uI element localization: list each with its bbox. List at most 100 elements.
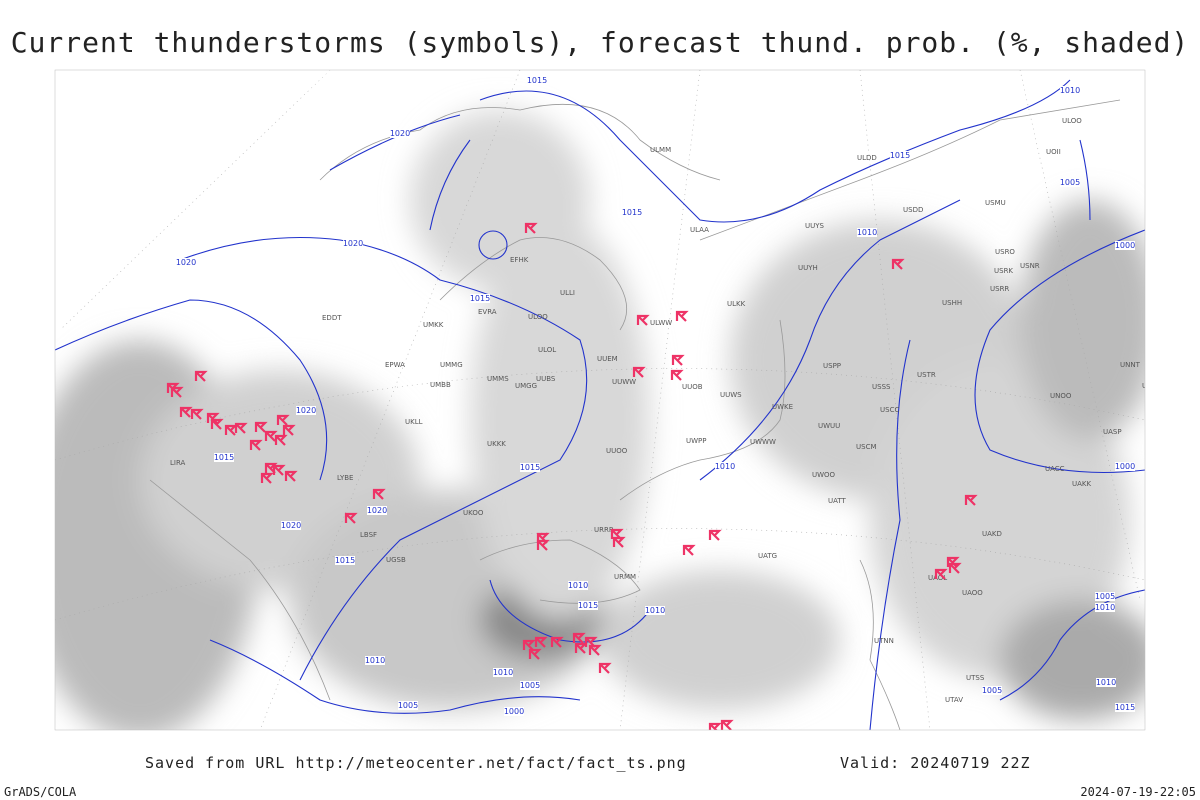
thunderstorm-symbol [708, 722, 722, 730]
thunderstorm-symbol [170, 386, 184, 398]
isobar-label-bg [622, 208, 642, 217]
isobar-label: 1005 [1060, 178, 1080, 187]
thunderstorm-symbol [528, 648, 542, 660]
isobar-label-bg [1095, 603, 1115, 612]
thunderstorm-symbol [671, 354, 685, 366]
isobar-label-bg [296, 406, 316, 415]
thunderstorm-symbol [372, 488, 386, 500]
station-label: ULOO [528, 313, 548, 321]
isobar-label: 1010 [493, 668, 513, 677]
thunderstorm-symbol [260, 472, 274, 484]
map-frame [54, 69, 1146, 731]
station-label: UAOO [962, 589, 983, 597]
isobar-label: 1005 [1095, 592, 1115, 601]
station-label: UWOO [812, 471, 836, 479]
thunderstorm-symbol [190, 408, 204, 420]
thunderstorm-symbol [574, 642, 588, 654]
station-label: UWUU [818, 422, 840, 430]
isobar-label: 1020 [176, 258, 196, 267]
thunderstorm-symbol [632, 366, 646, 378]
station-label: USCC [880, 406, 899, 414]
isobar-label-bg [470, 294, 490, 303]
isobar-label-bg [578, 601, 598, 610]
isobar-label-bg [890, 151, 910, 160]
station-label: USNR [1020, 262, 1040, 270]
isobar-label: 1020 [281, 521, 301, 530]
station-label: LIRA [170, 459, 186, 467]
isobar-label-bg [493, 668, 513, 677]
thunderstorm-symbol [272, 464, 286, 476]
thunderstorm-symbol [946, 556, 960, 568]
thunderstorm-symbol [636, 314, 650, 326]
thunderstorm-symbol [534, 636, 548, 648]
isobar-label: 1015 [890, 151, 910, 160]
station-label: UASP [1103, 428, 1122, 436]
station-label: ULKK [727, 300, 746, 308]
isobar-label: 1000 [1115, 462, 1135, 471]
thunderstorm-symbol [284, 470, 298, 482]
isobar-label-bg [1095, 592, 1115, 601]
station-label: ULOO [1062, 117, 1082, 125]
thunderstorm-symbol [708, 529, 722, 541]
thunderstorm-symbol [550, 636, 564, 648]
thunderstorm-symbol [282, 424, 296, 436]
thunderstorm-symbol [675, 310, 689, 322]
isobar-label: 1015 [578, 601, 598, 610]
station-label: UMBB [430, 381, 451, 389]
software: GrADS/COLA [4, 785, 77, 799]
isobar-label-bg [343, 239, 363, 248]
station-label: UACC [1045, 465, 1065, 473]
station-label: EPWA [385, 361, 405, 369]
station-label: USTR [917, 371, 936, 379]
isobar-label: 1005 [398, 701, 418, 710]
station-label: EDDT [322, 314, 342, 322]
thunderstorm-symbol [264, 430, 278, 442]
isobar-label-bg [1060, 86, 1080, 95]
station-label: UWPP [686, 437, 707, 445]
station-label: UUWS [720, 391, 742, 399]
station-label: UKLL [405, 418, 423, 426]
station-label: UUYS [805, 222, 825, 230]
station-label: UNBB [1142, 382, 1162, 390]
isobar-label-bg [1115, 462, 1135, 471]
isobar-label-bg [281, 521, 301, 530]
station-label: UMGG [515, 382, 537, 390]
station-label: UUYH [798, 264, 818, 272]
thunderstorm-symbol [536, 539, 550, 551]
station-label: UWKE [772, 403, 793, 411]
thunderstorm-symbol [682, 544, 696, 556]
station-label: UAKD [982, 530, 1002, 538]
isobar-label: 1015 [470, 294, 490, 303]
thunderstorm-symbol [276, 414, 290, 426]
station-label: UUOO [606, 447, 628, 455]
station-label: USPP [823, 362, 841, 370]
station-label: URMM [614, 573, 636, 581]
isobar-label-bg [645, 606, 665, 615]
isobar-label-bg [335, 556, 355, 565]
thunderstorm-symbol [344, 512, 358, 524]
thunderstorm-symbols [166, 222, 978, 730]
isobar-label: 1005 [982, 686, 1002, 695]
station-label: UTNN [874, 637, 894, 645]
station-label: UMMG [440, 361, 463, 369]
station-label: UUOB [682, 383, 703, 391]
station-label: USHH [942, 299, 962, 307]
station-label: USRO [995, 248, 1015, 256]
isobar-label-bg [504, 707, 524, 716]
station-label: EVRA [478, 308, 497, 316]
thunderstorm-symbol [179, 406, 193, 418]
thunderstorm-symbol [254, 421, 268, 433]
isobar-label: 1015 [1115, 703, 1135, 712]
station-label: UUBS [536, 375, 556, 383]
isobar-label-bg [1096, 678, 1116, 687]
isobar-label: 1000 [504, 707, 524, 716]
thunderstorm-symbol [572, 632, 586, 644]
station-label: EFHK [510, 256, 529, 264]
station-label: ULDD [857, 154, 877, 162]
thunderstorm-symbol [522, 639, 536, 651]
map-area: 1015 1020 1010 1015 1005 1015 1010 1020 1000 1020… [55, 70, 1162, 730]
thunderstorm-symbol [612, 536, 626, 548]
isobar-label-bg [520, 681, 540, 690]
isobar-label: 1000 [1115, 241, 1135, 250]
isobar-label: 1010 [645, 606, 665, 615]
